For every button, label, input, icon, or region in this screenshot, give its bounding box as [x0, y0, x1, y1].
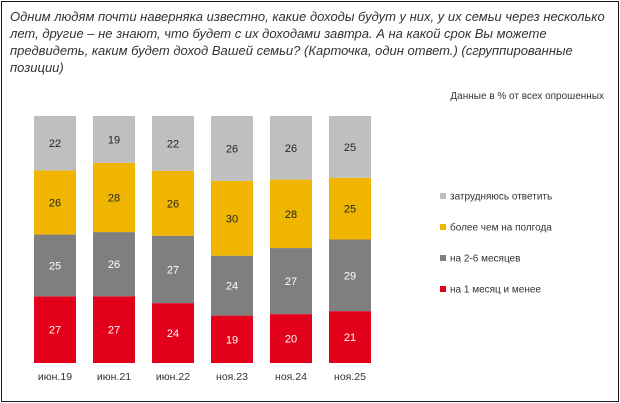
bar-segment: [270, 248, 312, 315]
bar-segment: [329, 239, 371, 312]
legend-swatch: [440, 255, 446, 261]
legend-item: на 1 месяц и менее: [440, 285, 541, 296]
bar-segment: [152, 170, 194, 236]
data-label: 26: [108, 259, 120, 271]
legend-swatch: [440, 286, 446, 292]
bar-segment: [34, 296, 76, 363]
data-label: 19: [226, 334, 238, 346]
data-label: 25: [49, 260, 61, 272]
legend: затрудняюсь ответить более чем на полгода…: [440, 192, 552, 296]
bar-segment: [270, 179, 312, 249]
bar-segment: [93, 116, 135, 163]
bar-column: 20 27 28 26 ноя.24: [270, 116, 312, 383]
category-label: ноя.24: [275, 371, 307, 383]
bar-segment: [34, 116, 76, 171]
category-label: июн.22: [156, 371, 190, 383]
chart-title: Одним людям почти наверняка известно, ка…: [10, 9, 605, 75]
data-label: 24: [226, 281, 238, 293]
data-label: 28: [108, 193, 120, 205]
data-label: 19: [108, 135, 120, 147]
category-label: июн.19: [38, 371, 72, 383]
data-label: 20: [285, 334, 297, 346]
bar-segment: [270, 116, 312, 180]
data-label: 25: [344, 204, 356, 216]
legend-label: на 1 месяц и менее: [450, 285, 541, 296]
data-label: 27: [167, 264, 179, 276]
data-label: 26: [167, 198, 179, 210]
bar-column: 27 25 26 22 июн.19: [34, 116, 76, 383]
bar-segment: [270, 314, 312, 363]
data-label: 28: [285, 209, 297, 221]
data-label: 27: [285, 276, 297, 288]
legend-swatch: [440, 193, 446, 199]
legend-label: затрудняюсь ответить: [450, 192, 552, 203]
data-label: 27: [49, 325, 61, 337]
bar-column: 27 26 28 19 июн.21: [93, 116, 135, 383]
legend-label: на 2-6 месяцев: [450, 254, 520, 265]
bar-segment: [329, 177, 371, 240]
bar-segment: [152, 116, 194, 171]
category-label: июн.21: [97, 371, 131, 383]
data-note: Данные в % от всех опрошенных: [450, 91, 604, 102]
bar-segment: [211, 116, 253, 181]
data-label: 30: [226, 213, 238, 225]
bar-segment: [34, 170, 76, 235]
data-label: 22: [167, 138, 179, 150]
data-label: 26: [285, 143, 297, 155]
legend-item: на 2-6 месяцев: [440, 254, 520, 265]
bar-segment: [34, 234, 76, 297]
bar-column: 19 24 30 26 ноя.23: [211, 116, 253, 383]
bar-segment: [211, 180, 253, 256]
bar-segment: [211, 255, 253, 316]
data-label: 26: [226, 143, 238, 155]
data-label: 22: [49, 138, 61, 150]
legend-label: более чем на полгода: [450, 222, 552, 234]
bar-segment: [152, 303, 194, 363]
data-label: 27: [108, 325, 120, 337]
bar-segment: [93, 162, 135, 233]
legend-swatch: [440, 224, 446, 230]
legend-item: затрудняюсь ответить: [440, 192, 552, 203]
category-label: ноя.23: [216, 371, 248, 383]
bar-segment: [211, 315, 253, 363]
bar-segment: [152, 235, 194, 304]
bar-segment: [329, 311, 371, 363]
bar-segment: [93, 232, 135, 297]
legend-item: более чем на полгода: [440, 222, 552, 234]
data-label: 26: [49, 197, 61, 209]
data-label: 21: [344, 332, 356, 344]
bar-segment: [93, 296, 135, 363]
data-label: 24: [167, 328, 179, 340]
bar-column: 24 27 26 22 июн.22: [152, 116, 194, 383]
bars: 27 25 26 22 июн.19 27 26 28 19 июн.21 24 27 26 22 июн.…: [34, 116, 371, 383]
category-label: ноя.25: [334, 371, 366, 383]
data-label: 25: [344, 142, 356, 154]
bar-column: 21 29 25 25 ноя.25: [329, 116, 371, 383]
bar-segment: [329, 116, 371, 178]
data-label: 29: [344, 270, 356, 282]
